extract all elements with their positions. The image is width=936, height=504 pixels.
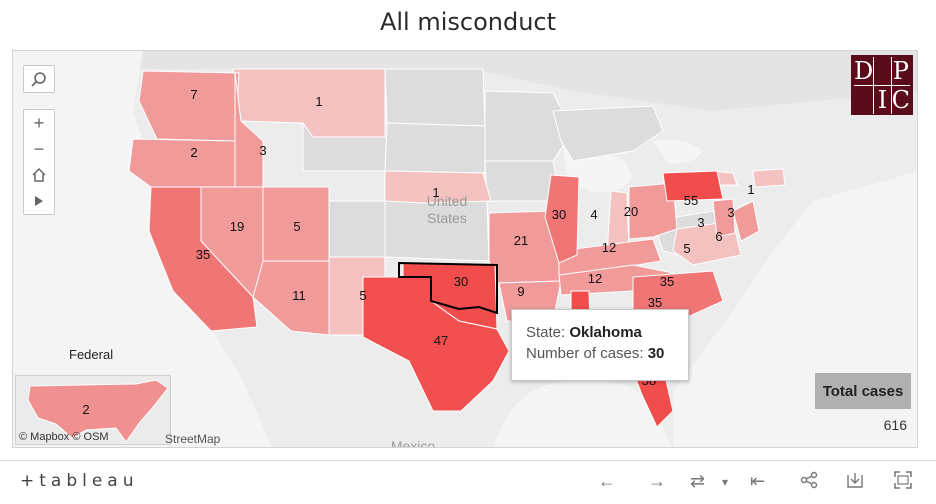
state-value-id[interactable]: 3: [259, 143, 266, 158]
logo-divider: [874, 57, 892, 85]
map-search-control[interactable]: [23, 65, 55, 93]
logo-letter-i: I: [874, 85, 892, 114]
tooltip-cases-value: 30: [647, 345, 665, 362]
attribution-osm[interactable]: © OSM: [72, 431, 109, 443]
home-icon[interactable]: [24, 162, 54, 188]
redo-icon[interactable]: →: [648, 471, 666, 491]
state-value-sc[interactable]: 35: [648, 295, 662, 310]
state-value-tx[interactable]: 47: [434, 333, 448, 348]
map-attribution: © Mapbox © OSM: [19, 431, 109, 443]
state-value-nv[interactable]: 19: [230, 219, 244, 234]
map-label-us-2: States: [427, 210, 467, 226]
state-value-md[interactable]: 6: [715, 229, 722, 244]
state-value-il[interactable]: 30: [552, 207, 566, 222]
logo-divider: [854, 85, 875, 114]
undo-icon[interactable]: ←: [598, 471, 616, 491]
total-cases-value: 616: [883, 417, 907, 433]
federal-inset-map[interactable]: 2: [15, 375, 171, 445]
expand-arrow-icon[interactable]: [24, 188, 54, 214]
tableau-toolbar: +tableau ← → ⇄ ▾ ⇤: [0, 460, 936, 504]
state-value-nj[interactable]: 3: [727, 205, 734, 220]
revert-icon[interactable]: ⇄: [690, 471, 706, 491]
state-value-nm[interactable]: 5: [359, 288, 366, 303]
state-value-or[interactable]: 2: [190, 145, 197, 160]
state-value-ky[interactable]: 12: [602, 240, 616, 255]
state-value-oh[interactable]: 20: [624, 204, 638, 219]
logo-letter-p: P: [892, 57, 909, 85]
download-icon[interactable]: [846, 471, 864, 494]
state-tooltip: State: Oklahoma Number of cases: 30: [511, 309, 689, 381]
attribution-mapbox[interactable]: © Mapbox: [19, 431, 70, 443]
state-value-ma[interactable]: 1: [747, 182, 754, 197]
state-value-tn[interactable]: 12: [588, 271, 602, 286]
tooltip-state-value: Oklahoma: [569, 324, 642, 341]
state-value-va[interactable]: 5: [683, 241, 690, 256]
state-value-pa[interactable]: 55: [684, 193, 698, 208]
state-value-mo[interactable]: 21: [514, 233, 528, 248]
state-value-ok[interactable]: 30: [454, 274, 468, 289]
state-value-ut[interactable]: 5: [293, 219, 300, 234]
state-value-in[interactable]: 4: [590, 207, 597, 222]
fullscreen-icon[interactable]: [894, 471, 912, 494]
zoom-out-icon[interactable]: −: [33, 138, 45, 159]
chevron-down-icon[interactable]: ▾: [722, 475, 729, 489]
map-view[interactable]: United States Mexico 7 1 2 3 1 35 19 5 11 5 47 30 21…: [12, 50, 918, 448]
attribution-streetmap: StreetMap: [165, 432, 221, 446]
share-icon[interactable]: [800, 471, 818, 494]
oklahoma-highlight: [398, 261, 498, 315]
state-value-ca[interactable]: 35: [196, 247, 210, 262]
search-icon[interactable]: [24, 66, 54, 92]
state-value-de[interactable]: 3: [697, 215, 704, 230]
tooltip-state-label: State:: [526, 324, 566, 341]
dpic-logo: D P I C: [851, 55, 913, 115]
logo-letter-d: D: [854, 57, 875, 85]
state-value-ar[interactable]: 9: [517, 284, 524, 299]
total-cases-button[interactable]: Total cases: [815, 373, 911, 409]
state-value-az[interactable]: 11: [292, 288, 306, 303]
federal-value: 2: [82, 402, 89, 417]
tableau-logo[interactable]: +tableau: [20, 471, 139, 491]
state-value-mt[interactable]: 1: [315, 94, 322, 109]
map-zoom-controls[interactable]: + −: [23, 109, 55, 215]
logo-letter-c: C: [891, 85, 910, 114]
state-value-wa[interactable]: 7: [190, 87, 197, 102]
map-label-us-1: United: [427, 193, 467, 209]
page-title: All misconduct: [379, 8, 557, 36]
state-value-nc[interactable]: 35: [660, 274, 674, 289]
federal-label: Federal: [69, 347, 114, 362]
zoom-in-icon[interactable]: +: [33, 112, 45, 133]
tooltip-cases-label: Number of cases:: [526, 345, 644, 362]
revert-all-icon[interactable]: ⇤: [750, 471, 766, 491]
map-label-mexico: Mexico: [391, 438, 436, 448]
state-value-ne[interactable]: 1: [432, 185, 439, 200]
